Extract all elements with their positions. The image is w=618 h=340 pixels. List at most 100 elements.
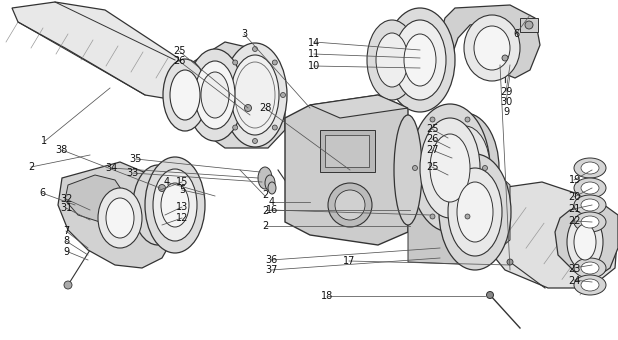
- Text: 25: 25: [426, 162, 439, 172]
- Circle shape: [281, 92, 286, 98]
- Ellipse shape: [376, 33, 408, 87]
- Polygon shape: [12, 2, 185, 100]
- Ellipse shape: [457, 182, 493, 242]
- Text: 29: 29: [501, 87, 513, 97]
- Circle shape: [253, 138, 258, 143]
- Text: 24: 24: [569, 275, 581, 286]
- Ellipse shape: [420, 118, 480, 218]
- Ellipse shape: [404, 34, 436, 86]
- Ellipse shape: [268, 182, 276, 194]
- Circle shape: [430, 214, 435, 219]
- Ellipse shape: [440, 126, 490, 210]
- Text: 11: 11: [308, 49, 320, 60]
- Text: 10: 10: [308, 61, 320, 71]
- Text: 18: 18: [321, 291, 334, 301]
- Text: 30: 30: [501, 97, 513, 107]
- Text: 27: 27: [426, 144, 439, 155]
- Polygon shape: [185, 42, 285, 148]
- Ellipse shape: [581, 216, 599, 228]
- Ellipse shape: [574, 258, 606, 278]
- Circle shape: [502, 55, 508, 61]
- Text: 36: 36: [266, 255, 278, 265]
- Ellipse shape: [265, 175, 275, 191]
- Circle shape: [245, 104, 252, 112]
- Polygon shape: [285, 95, 408, 245]
- Text: 23: 23: [569, 264, 581, 274]
- Text: 38: 38: [56, 144, 68, 155]
- Text: 6: 6: [39, 188, 45, 198]
- Text: 25: 25: [426, 124, 439, 134]
- Ellipse shape: [581, 199, 599, 211]
- Circle shape: [273, 125, 277, 130]
- Ellipse shape: [394, 115, 422, 225]
- Text: 13: 13: [176, 202, 188, 212]
- Circle shape: [253, 47, 258, 51]
- Ellipse shape: [187, 49, 243, 141]
- Polygon shape: [310, 95, 408, 118]
- Text: 6: 6: [513, 29, 519, 39]
- Polygon shape: [408, 158, 510, 265]
- Ellipse shape: [195, 61, 235, 129]
- Ellipse shape: [581, 182, 599, 194]
- Ellipse shape: [581, 262, 599, 274]
- Ellipse shape: [574, 158, 606, 178]
- Polygon shape: [482, 182, 618, 288]
- Circle shape: [483, 166, 488, 170]
- Text: 3: 3: [241, 29, 247, 39]
- Text: 4: 4: [164, 177, 170, 187]
- Ellipse shape: [430, 134, 470, 202]
- Text: 19: 19: [569, 175, 581, 185]
- Text: 9: 9: [504, 107, 510, 117]
- Text: 7: 7: [64, 226, 70, 236]
- Ellipse shape: [567, 214, 603, 270]
- Circle shape: [233, 60, 238, 65]
- Text: 26: 26: [426, 134, 439, 144]
- Circle shape: [233, 125, 238, 130]
- Text: 2: 2: [263, 190, 269, 201]
- Text: 14: 14: [308, 37, 320, 48]
- Text: 17: 17: [343, 256, 355, 266]
- Ellipse shape: [258, 167, 272, 189]
- Text: 12: 12: [176, 212, 188, 223]
- Ellipse shape: [170, 70, 200, 120]
- Text: 21: 21: [569, 204, 581, 214]
- Circle shape: [525, 21, 533, 29]
- Bar: [320, 130, 375, 172]
- Ellipse shape: [201, 72, 229, 118]
- Ellipse shape: [231, 55, 279, 135]
- Ellipse shape: [161, 183, 189, 227]
- Bar: [325, 135, 369, 167]
- Text: 34: 34: [105, 163, 117, 173]
- Text: 9: 9: [64, 246, 70, 257]
- Text: 32: 32: [61, 194, 73, 204]
- Text: 2: 2: [263, 221, 269, 231]
- Circle shape: [465, 117, 470, 122]
- Ellipse shape: [439, 154, 511, 270]
- Circle shape: [64, 281, 72, 289]
- Ellipse shape: [98, 188, 142, 248]
- Ellipse shape: [464, 15, 520, 81]
- Text: 1: 1: [41, 136, 48, 146]
- Circle shape: [507, 259, 513, 265]
- Ellipse shape: [335, 190, 365, 220]
- Ellipse shape: [394, 20, 446, 100]
- Ellipse shape: [431, 113, 499, 223]
- Ellipse shape: [153, 169, 197, 241]
- Text: 22: 22: [569, 216, 581, 226]
- Text: 4: 4: [269, 197, 275, 207]
- Polygon shape: [58, 162, 175, 268]
- Ellipse shape: [474, 26, 510, 70]
- Text: 16: 16: [266, 205, 278, 215]
- Text: 15: 15: [176, 177, 188, 187]
- Circle shape: [158, 185, 166, 191]
- Text: 5: 5: [179, 185, 185, 195]
- Ellipse shape: [163, 59, 207, 131]
- Polygon shape: [65, 175, 125, 222]
- Text: 8: 8: [64, 236, 70, 246]
- Ellipse shape: [574, 275, 606, 295]
- Ellipse shape: [367, 20, 417, 100]
- Circle shape: [486, 291, 494, 299]
- Polygon shape: [440, 5, 540, 78]
- Text: 33: 33: [127, 168, 139, 179]
- Text: 31: 31: [61, 203, 73, 213]
